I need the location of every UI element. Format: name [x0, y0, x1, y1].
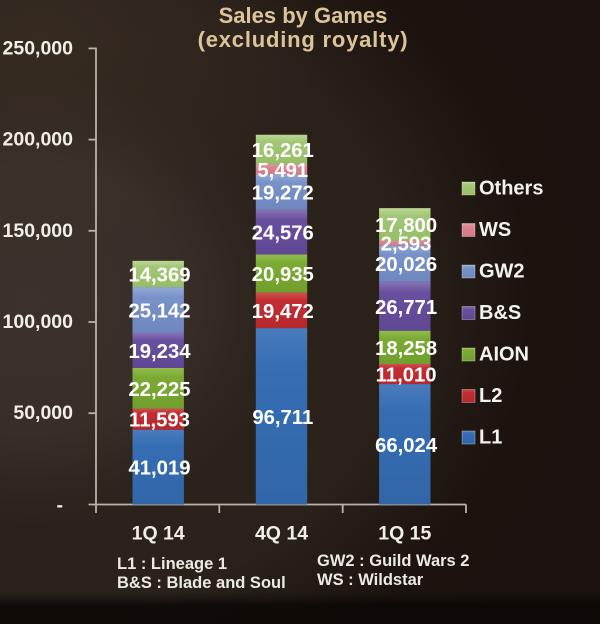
svg-text:4Q 14: 4Q 14: [255, 523, 308, 545]
svg-text:150,000: 150,000: [3, 220, 74, 242]
svg-text:14,369: 14,369: [128, 265, 190, 287]
svg-text:19,234: 19,234: [128, 341, 191, 363]
svg-text:25,142: 25,142: [128, 301, 190, 323]
svg-text:200,000: 200,000: [3, 129, 74, 151]
svg-text:96,711: 96,711: [252, 407, 313, 429]
svg-text:11,010: 11,010: [376, 365, 437, 387]
svg-text:GW2 : Guild Wars 2: GW2 : Guild Wars 2: [317, 552, 470, 570]
svg-text:WS : Wildstar: WS : Wildstar: [317, 571, 424, 589]
svg-text:GW2: GW2: [479, 261, 525, 283]
svg-text:WS: WS: [479, 219, 511, 241]
svg-text:L1 : Lineage 1: L1 : Lineage 1: [117, 555, 227, 573]
svg-text:Others: Others: [479, 178, 543, 200]
svg-text:B&S : Blade and Soul: B&S : Blade and Soul: [117, 574, 286, 592]
svg-text:20,026: 20,026: [375, 254, 437, 276]
svg-text:L1: L1: [479, 427, 502, 449]
svg-text:20,935: 20,935: [252, 264, 314, 286]
svg-text:1Q 15: 1Q 15: [378, 523, 431, 545]
svg-text:66,024: 66,024: [375, 435, 438, 457]
svg-text:22,225: 22,225: [128, 379, 190, 401]
svg-text:L2: L2: [479, 385, 502, 407]
svg-text:26,771: 26,771: [375, 297, 437, 319]
svg-text:16,261: 16,261: [252, 140, 314, 162]
svg-text:B&S: B&S: [479, 302, 521, 324]
svg-text:AION: AION: [479, 344, 529, 366]
svg-text:19,272: 19,272: [252, 183, 314, 205]
svg-text:5,491: 5,491: [257, 160, 308, 182]
svg-text:19,472: 19,472: [252, 301, 314, 323]
svg-text:24,576: 24,576: [252, 223, 314, 245]
svg-text:50,000: 50,000: [13, 402, 73, 424]
svg-text:100,000: 100,000: [3, 311, 74, 333]
svg-text:250,000: 250,000: [3, 37, 74, 59]
svg-text:2,593: 2,593: [381, 234, 432, 256]
svg-text:17,800: 17,800: [375, 215, 437, 237]
svg-text:1Q 14: 1Q 14: [132, 523, 185, 545]
svg-text:41,019: 41,019: [128, 458, 190, 480]
svg-text:18,258: 18,258: [375, 338, 437, 360]
svg-text:11,593: 11,593: [129, 410, 190, 432]
svg-text:-: -: [57, 494, 64, 516]
